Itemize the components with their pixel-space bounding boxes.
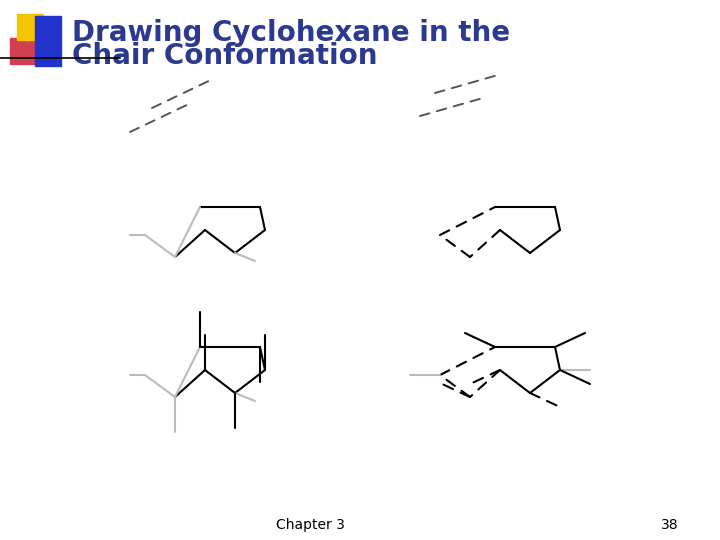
Text: Chapter 3: Chapter 3 (276, 518, 344, 532)
Text: Chair Conformation: Chair Conformation (72, 42, 377, 70)
Bar (35, 16, 61, 66)
Text: 38: 38 (661, 518, 679, 532)
Bar (17, 14, 43, 40)
Text: Drawing Cyclohexane in the: Drawing Cyclohexane in the (72, 19, 510, 47)
Bar (10, 38, 36, 64)
